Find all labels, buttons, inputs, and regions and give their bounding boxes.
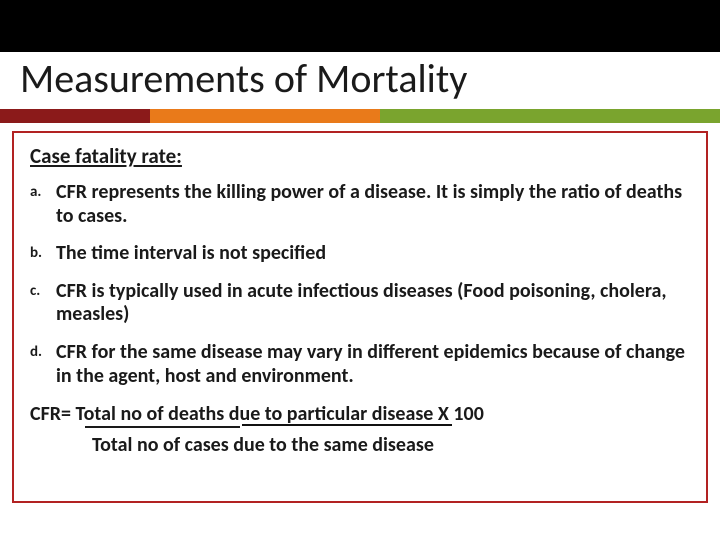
list-text: The time interval is not specified xyxy=(56,242,690,266)
accent-stripe xyxy=(0,109,720,123)
formula-numerator-line: CFR= Total no of deaths due to particula… xyxy=(30,402,484,427)
list-text: CFR for the same disease may vary in dif… xyxy=(56,341,690,388)
list-text: CFR represents the killing power of a di… xyxy=(56,181,690,228)
list-marker: b. xyxy=(30,242,56,263)
formula: CFR= Total no of deaths due to particula… xyxy=(30,402,690,458)
formula-numerator: CFR= Total no of deaths due to particula… xyxy=(30,402,484,426)
list-marker: a. xyxy=(30,181,56,202)
slide: Measurements of Mortality Case fatality … xyxy=(0,0,720,540)
fraction-rule-1 xyxy=(85,426,240,428)
list-item: c. CFR is typically used in acute infect… xyxy=(30,280,690,327)
slide-title: Measurements of Mortality xyxy=(0,52,720,109)
formula-denominator: Total no of cases due to the same diseas… xyxy=(30,433,690,458)
list-item: d. CFR for the same disease may vary in … xyxy=(30,341,690,388)
list-item: b. The time interval is not specified xyxy=(30,242,690,266)
stripe-segment-1 xyxy=(0,109,150,123)
content-box: Case fatality rate: a. CFR represents th… xyxy=(12,131,708,503)
list-marker: d. xyxy=(30,341,56,362)
list-item: a. CFR represents the killing power of a… xyxy=(30,181,690,228)
list-marker: c. xyxy=(30,280,56,301)
fraction-rule-2 xyxy=(242,424,452,426)
header: Measurements of Mortality xyxy=(0,0,720,123)
stripe-segment-3 xyxy=(380,109,720,123)
subtitle: Case fatality rate: xyxy=(30,143,690,169)
points-list: a. CFR represents the killing power of a… xyxy=(30,181,690,388)
list-text: CFR is typically used in acute infectiou… xyxy=(56,280,690,327)
stripe-segment-2 xyxy=(150,109,380,123)
header-blackbar xyxy=(0,0,720,52)
